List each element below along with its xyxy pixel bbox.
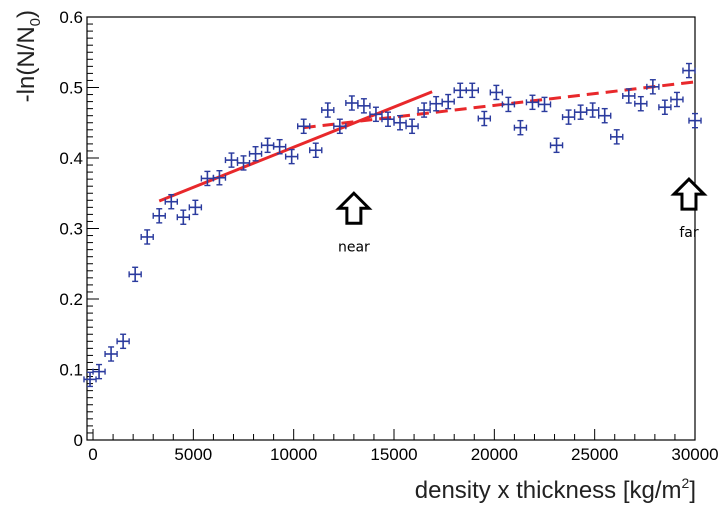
x-tick-label: 15000: [370, 445, 417, 464]
y-tick-label: 0: [74, 431, 83, 450]
data-point: [284, 148, 299, 165]
data-point: [357, 98, 371, 114]
data-point: [381, 111, 395, 127]
x-tick-label: 10000: [270, 445, 317, 464]
data-point: [236, 155, 251, 171]
data-point: [164, 193, 178, 210]
data-point: [441, 93, 455, 110]
data-point: [188, 199, 203, 216]
annotation-label: far: [679, 225, 699, 241]
data-point: [140, 229, 154, 245]
data-point: [561, 109, 576, 125]
data-point: [296, 118, 311, 135]
data-point: [501, 96, 516, 113]
y-axis-subscript: 0: [27, 18, 44, 26]
annotation-near: near: [335, 191, 373, 255]
data-point: [224, 152, 239, 168]
data-point: [670, 91, 684, 108]
data-point: [212, 169, 227, 186]
y-tick-label: 0.2: [59, 290, 83, 309]
x-axis-title: density x thickness [kg/m2]: [415, 475, 696, 504]
data-point: [465, 82, 479, 99]
fit-lines: [158, 80, 696, 203]
data-point: [417, 102, 431, 118]
x-tick-label: 25000: [571, 445, 618, 464]
x-axis-unit-superscript: 2: [682, 475, 690, 491]
y-tick-label: 0.5: [59, 79, 83, 98]
data-point: [92, 363, 106, 380]
data-point: [405, 118, 419, 135]
data-point: [152, 208, 166, 224]
y-tick-label: 0.6: [59, 8, 83, 27]
data-point: [453, 82, 467, 99]
data-point: [345, 95, 359, 111]
x-tick-label: 20000: [471, 445, 518, 464]
annotation-label: near: [338, 239, 370, 255]
data-point: [83, 371, 97, 388]
data-point: [104, 346, 118, 362]
data-point: [658, 99, 672, 115]
x-tick-label: 30000: [671, 445, 718, 464]
data-point: [682, 62, 696, 79]
annotation-far: far: [670, 177, 708, 241]
data-point: [309, 142, 323, 158]
y-tick-label: 0.4: [59, 149, 83, 168]
data-point: [333, 118, 347, 135]
ticks: 0 5000 10000 15000 20000 25000 30000 0 0.1 0.2 0.3…: [59, 8, 718, 464]
data-point: [128, 266, 142, 283]
data-point: [116, 333, 130, 350]
data-point: [429, 95, 443, 112]
data-point: [321, 102, 335, 118]
data-point: [634, 95, 648, 112]
data-point: [260, 137, 275, 154]
data-point: [646, 79, 660, 95]
data-point: [537, 96, 552, 113]
data-point: [272, 138, 287, 155]
plot-frame: [86, 16, 696, 441]
data-point: [477, 110, 492, 127]
up-arrow-icon: [335, 191, 373, 225]
data-point: [597, 107, 612, 124]
y-tick-label: 0.1: [59, 361, 83, 380]
x-tick-label: 0: [88, 445, 97, 464]
y-axis-title: -ln(N/N0): [13, 10, 44, 102]
data-point: [489, 84, 504, 101]
data-point: [688, 112, 702, 129]
x-tick-label: 5000: [174, 445, 212, 464]
data-point: [622, 88, 636, 104]
data-point: [248, 146, 263, 162]
up-arrow-icon: [670, 177, 708, 211]
y-tick-label: 0.3: [59, 220, 83, 239]
data-point: [610, 129, 624, 145]
data-point: [176, 209, 191, 225]
data-point: [549, 137, 564, 154]
data-point: [513, 119, 528, 136]
fit-line-solid: [158, 90, 433, 203]
data-points: [83, 62, 702, 388]
data-point: [573, 104, 588, 120]
data-point: [585, 102, 600, 118]
data-point: [525, 94, 540, 111]
fit-line-dashed: [303, 80, 696, 130]
annotations: near far: [335, 177, 708, 255]
data-point: [393, 114, 407, 131]
